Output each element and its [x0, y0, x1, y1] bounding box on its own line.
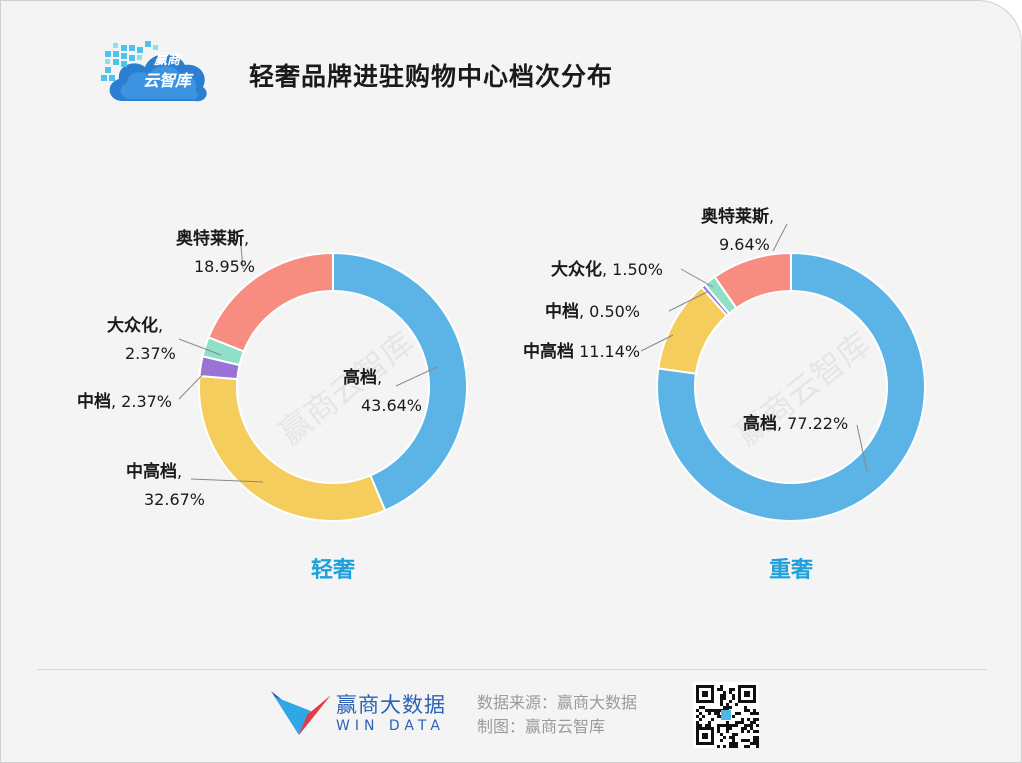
donut1-label-upper-mid-line2: 32.67%: [144, 490, 205, 509]
donut1-label-mid-line1: 中档, 2.37%: [77, 391, 172, 412]
donut2-watermark: 赢商云智库: [728, 325, 877, 453]
donut1-leader-outlet: [240, 245, 244, 270]
donut1-label-mass-line1: 大众化,: [107, 315, 163, 336]
brand-sub: WIN DATA: [336, 718, 445, 734]
logo-line2: 云智库: [142, 71, 191, 90]
donut1-label-outlet-line2: 18.95%: [194, 257, 255, 276]
donut1-slice-outlet: [207, 251, 334, 353]
donut2-caption: 重奢: [769, 558, 814, 583]
donut1-leader-mass: [178, 338, 222, 356]
made-by: 制图：赢商云智库: [477, 717, 606, 736]
donut-charts: 赢商云智库 高档, 43.64% 中高档, 32.67% 中档, 2.37% 大众化, 2.3…: [77, 206, 926, 583]
donut2-label-outlet-line2: 9.64%: [719, 235, 770, 254]
donut1-leader-high-end: [395, 366, 438, 387]
windata-logo-icon: [271, 691, 331, 735]
donut1-leader-upper-mid: [190, 478, 264, 483]
donut2-label-upper-mid-line1: 中高档 11.14%: [523, 341, 640, 362]
source-block: 数据来源：赢商大数据 制图：赢商云智库: [477, 691, 637, 739]
donut1-label-high-end-line1: 高档,: [343, 367, 382, 388]
donut2-label-high-end-line1: 高档, 77.22%: [743, 413, 848, 434]
donut1-leader-mid: [178, 369, 208, 400]
footer-divider: [37, 669, 987, 670]
donut2-slice-outlet: [713, 251, 792, 310]
cloud-logo-icon: [101, 41, 207, 102]
donut1-label-upper-mid-line1: 中高档,: [126, 461, 182, 482]
donut2-leader-outlet: [772, 223, 788, 252]
qr-code-icon: [693, 682, 759, 748]
donut2-leader-mid: [668, 290, 710, 312]
donut1-caption: 轻奢: [311, 557, 356, 583]
donut1-label-outlet-line1: 奥特莱斯,: [176, 228, 249, 249]
brand-name: 赢商大数据: [336, 693, 446, 717]
donut1-slice-high-end: [332, 251, 468, 512]
donut1-label-mass-line2: 2.37%: [125, 344, 176, 363]
logo-line1: 赢商: [153, 53, 180, 68]
donut2-leader-high-end: [856, 424, 868, 472]
page-title: 轻奢品牌进驻购物中心档次分布: [249, 62, 614, 91]
data-source: 数据来源：赢商大数据: [477, 693, 638, 712]
donut2-label-mid-line1: 中档, 0.50%: [545, 301, 640, 322]
donut2-leader-upper-mid: [640, 334, 674, 352]
donut2-label-mass-line1: 大众化, 1.50%: [551, 259, 663, 280]
donut1-label-high-end-line2: 43.64%: [361, 396, 422, 415]
donut2-leader-mass: [680, 268, 714, 288]
donut2-label-outlet-line1: 奥特莱斯,: [701, 206, 774, 227]
logo-text: 赢商 云智库: [127, 51, 207, 91]
donut2-slice-high-end: [656, 251, 926, 522]
